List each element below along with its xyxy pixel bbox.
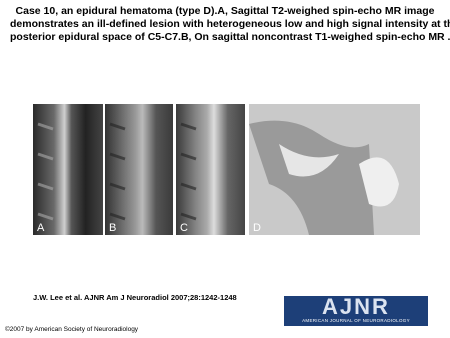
panel-label: B xyxy=(109,222,117,234)
slide-title: Case 10, an epidural hematoma (type D).A… xyxy=(10,5,450,44)
panel-label: D xyxy=(253,222,261,234)
mri-detail xyxy=(37,122,54,221)
title-line: Case 10, an epidural hematoma (type D).A… xyxy=(15,5,435,17)
logo-subtitle: AMERICAN JOURNAL OF NEURORADIOLOGY xyxy=(302,318,410,323)
mri-panel: C xyxy=(176,104,245,235)
copyright: ©2007 by American Society of Neuroradiol… xyxy=(5,326,139,333)
title-line: posterior epidural space of C5-C7.B, On … xyxy=(10,31,450,43)
logo-name: AJNR xyxy=(322,294,390,319)
panel-label: C xyxy=(180,222,188,234)
journal-logo: AJNR AMERICAN JOURNAL OF NEURORADIOLOGY xyxy=(284,296,428,326)
histology-panel: D xyxy=(249,104,420,235)
title-line: demonstrates an ill-defined lesion with … xyxy=(10,18,450,30)
citation: J.W. Lee et al. AJNR Am J Neuroradiol 20… xyxy=(33,293,237,302)
mri-detail xyxy=(109,122,126,221)
mri-panel: A xyxy=(33,104,103,235)
mri-panel: B xyxy=(105,104,173,235)
panel-label: A xyxy=(37,222,45,234)
histology-detail xyxy=(249,120,399,235)
mri-detail xyxy=(180,122,197,221)
